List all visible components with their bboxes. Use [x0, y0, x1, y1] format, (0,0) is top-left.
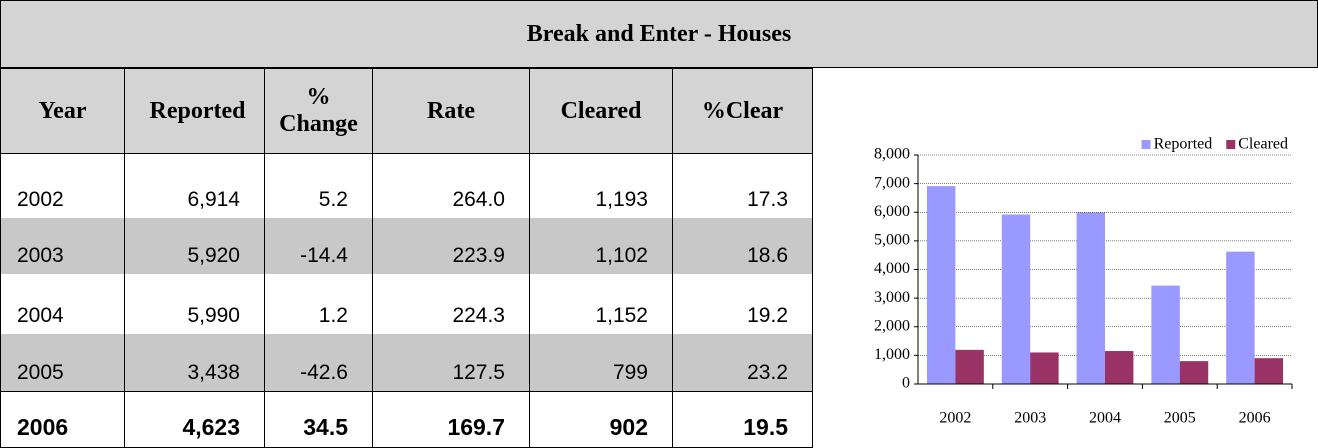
table-cell: 2006: [0, 391, 125, 448]
bar: [1179, 361, 1209, 384]
y-tick-label: 1,000: [874, 346, 910, 363]
table-cell: 19.2: [672, 273, 813, 334]
column-header: % Change: [264, 68, 373, 154]
table-cell: 3,438: [124, 333, 265, 392]
legend-swatch: [1141, 140, 1151, 149]
y-tick-label: 7,000: [874, 174, 910, 191]
x-tick-label: 2002: [939, 410, 971, 427]
header-row: Year Reported % Change Rate Cleared %Clear: [0, 68, 813, 154]
table-cell: 1,102: [529, 217, 673, 274]
table-cell: 1,193: [529, 153, 673, 218]
column-header-text: Rate: [427, 97, 475, 124]
table-cell: 127.5: [372, 333, 530, 392]
column-header-text: %Clear: [701, 97, 784, 124]
column-header: %Clear: [672, 68, 813, 154]
column-header-text: Reported: [149, 97, 246, 124]
table-cell: 18.6: [672, 217, 813, 274]
table-row: 2003 5,920 -14.4 223.9 1,102 18.6: [0, 217, 813, 274]
table-row: 2002 6,914 5.2 264.0 1,193 17.3: [0, 153, 813, 218]
bar: [1151, 285, 1180, 384]
table-cell: 5.2: [264, 153, 373, 218]
table-cell: 2005: [0, 333, 125, 392]
bar: [955, 349, 984, 384]
table-cell: 5,920: [124, 217, 265, 274]
y-tick-label: 3,000: [874, 289, 910, 306]
column-header: Reported: [124, 68, 265, 154]
column-header-text: Cleared: [560, 97, 642, 124]
x-tick-label: 2003: [1014, 410, 1046, 427]
table-cell: 1.2: [264, 273, 373, 334]
y-tick-label: 6,000: [874, 203, 910, 220]
table-cell: 6,914: [124, 153, 265, 218]
y-tick-label: 0: [902, 375, 910, 392]
table-row: 2004 5,990 1.2 224.3 1,152 19.2: [0, 273, 813, 334]
table-cell: 264.0: [372, 153, 530, 218]
table-cell: 224.3: [372, 273, 530, 334]
table-cell: 1,152: [529, 273, 673, 334]
title: Break and Enter - Houses: [0, 0, 1318, 68]
table-cell: 169.7: [372, 391, 530, 448]
column-header-text: % Change: [279, 84, 358, 137]
table-cell: 4,623: [124, 391, 265, 448]
chart: 0 1,000 2,000 3,000 4,000 5,000 6,000 7,000 8,00…: [874, 136, 1293, 427]
table-cell: 19.5: [672, 391, 813, 448]
bar: [1030, 352, 1059, 384]
table-cell: -14.4: [264, 217, 373, 274]
table-cell: 23.2: [672, 333, 813, 392]
x-tick-label: 2006: [1239, 410, 1271, 427]
table-cell: 223.9: [372, 217, 530, 274]
table-row: 2006 4,623 34.5 169.7 902 19.5: [0, 391, 813, 448]
y-tick-label: 2,000: [874, 317, 910, 334]
table-row: 2005 3,438 -42.6 127.5 799 23.2: [0, 333, 813, 392]
column-header-text: Year: [38, 97, 87, 124]
table-cell: 2003: [0, 217, 125, 274]
legend-label: Reported: [1154, 136, 1213, 153]
column-header: Cleared: [529, 68, 673, 154]
table-cell: -42.6: [264, 333, 373, 392]
table-cell: 902: [529, 391, 673, 448]
bar: [1254, 358, 1284, 384]
table-cell: 34.5: [264, 391, 373, 448]
legend-swatch: [1226, 140, 1236, 149]
table-cell: 5,990: [124, 273, 265, 334]
data-table: Year Reported % Change Rate Cleared %Clear 20…: [0, 68, 813, 448]
table-cell: 2004: [0, 273, 125, 334]
column-header: Rate: [372, 68, 530, 154]
bar: [926, 186, 956, 384]
bar: [1001, 214, 1031, 384]
bar: [1226, 251, 1255, 384]
table-cell: 17.3: [672, 153, 813, 218]
legend-label: Cleared: [1238, 136, 1288, 153]
x-tick-label: 2005: [1164, 410, 1196, 427]
y-tick-label: 4,000: [874, 260, 910, 277]
bar: [1105, 351, 1134, 384]
y-tick-label: 5,000: [874, 232, 910, 249]
column-header: Year: [0, 68, 125, 154]
table-cell: 2002: [0, 153, 125, 218]
x-tick-label: 2004: [1089, 410, 1121, 427]
y-tick-label: 8,000: [874, 146, 910, 163]
bar: [1076, 212, 1105, 384]
table-cell: 799: [529, 333, 673, 392]
table-body: 2002 6,914 5.2 264.0 1,193 17.3 2003 5,920 -14.4…: [0, 153, 813, 448]
